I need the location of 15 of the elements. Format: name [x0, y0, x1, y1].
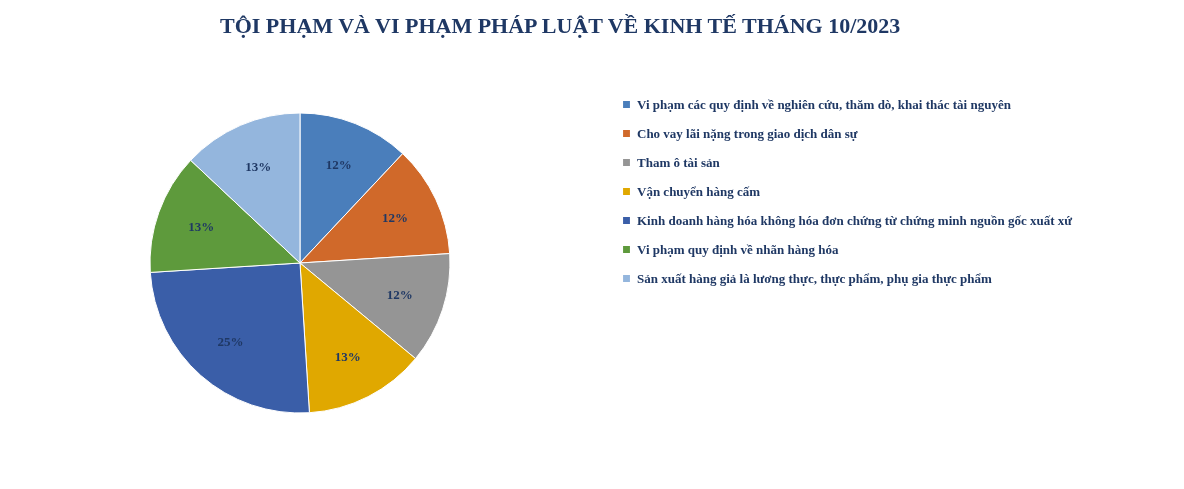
- data-label: 12%: [325, 157, 352, 173]
- legend-label: Cho vay lãi nặng trong giao dịch dân sự: [637, 125, 858, 141]
- legend-label: Kinh doanh hàng hóa không hóa đơn chứng từ chứng minh nguồn gốc xuất xứ: [637, 212, 1073, 228]
- data-label: 25%: [217, 333, 244, 349]
- legend-label: Vi phạm quy định về nhãn hàng hóa: [637, 241, 839, 257]
- legend-label: Sản xuất hàng giả là lương thực, thực phẩm, phụ gia thực phẩm: [637, 270, 992, 286]
- data-label: 13%: [245, 158, 272, 174]
- legend-label: Vi phạm các quy định về nghiên cứu, thăm dò, khai thác tài nguyên: [637, 96, 1012, 112]
- legend-label: Vận chuyển hàng cấm: [637, 183, 761, 199]
- chart-title: TỘI PHẠM VÀ VI PHẠM PHÁP LUẬT VỀ KINH TẾ THÁNG 10/2023: [220, 13, 901, 38]
- data-label: 13%: [188, 219, 215, 235]
- data-label: 12%: [382, 210, 409, 226]
- legend-label: Tham ô tài sản: [637, 154, 721, 170]
- data-label: 13%: [334, 348, 361, 364]
- data-label: 12%: [386, 287, 413, 303]
